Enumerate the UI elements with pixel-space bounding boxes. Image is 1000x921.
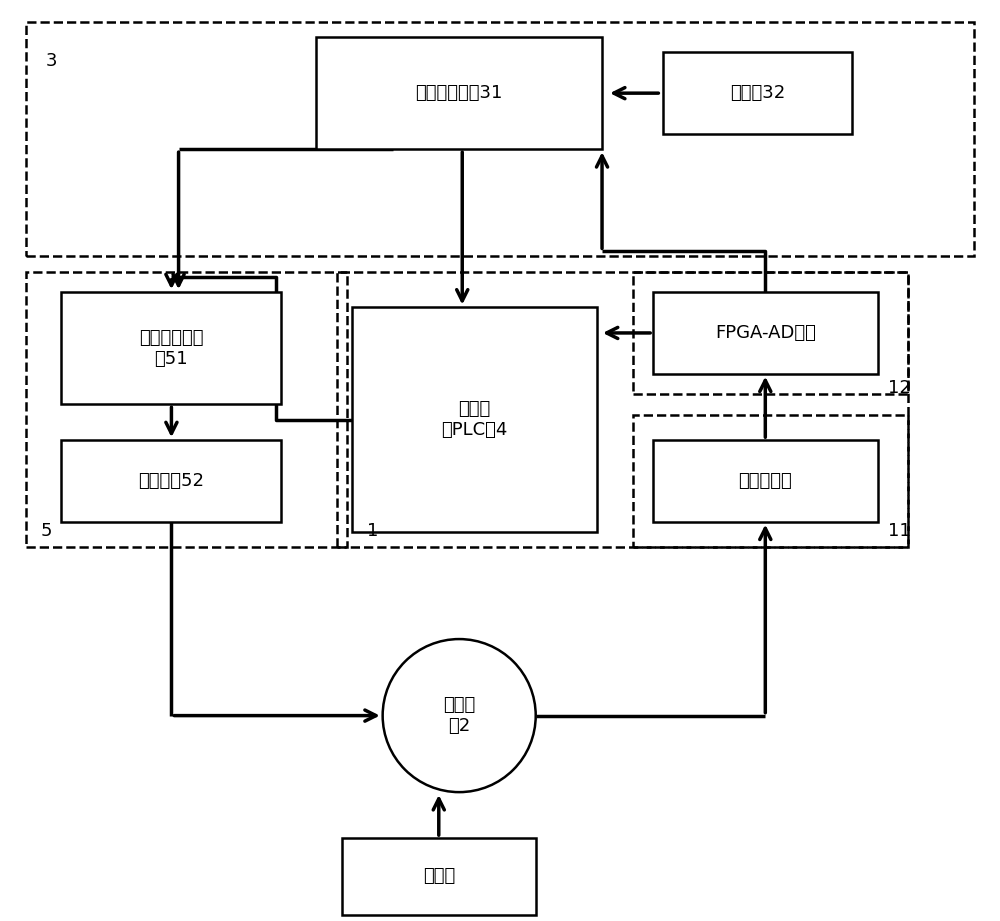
- Bar: [26, 22, 974, 256]
- Bar: [663, 52, 852, 134]
- Text: 5: 5: [41, 521, 52, 540]
- Bar: [61, 292, 281, 404]
- Text: 12: 12: [888, 379, 911, 397]
- Text: 辐照膜: 辐照膜: [423, 868, 455, 885]
- Text: 11: 11: [888, 521, 911, 540]
- Circle shape: [383, 639, 536, 792]
- Text: 束流探测器: 束流探测器: [738, 472, 792, 490]
- Bar: [316, 37, 602, 149]
- Text: 卷膜机
（PLC）4: 卷膜机 （PLC）4: [441, 401, 508, 439]
- Bar: [633, 272, 908, 394]
- Bar: [61, 440, 281, 521]
- Text: 数据处理模块31: 数据处理模块31: [415, 84, 503, 102]
- Bar: [653, 292, 878, 374]
- Text: 3: 3: [46, 52, 57, 70]
- Text: FPGA-AD采集: FPGA-AD采集: [715, 324, 816, 342]
- Bar: [342, 838, 536, 915]
- Bar: [633, 414, 908, 547]
- Text: 数据库32: 数据库32: [730, 84, 785, 102]
- Bar: [26, 272, 347, 547]
- Text: 1: 1: [367, 521, 379, 540]
- Text: 矫正电子学模
块51: 矫正电子学模 块51: [139, 329, 203, 367]
- Text: 束流装
置2: 束流装 置2: [443, 696, 475, 735]
- Text: 扫描电源52: 扫描电源52: [138, 472, 204, 490]
- Bar: [352, 308, 597, 532]
- Bar: [337, 272, 908, 547]
- Bar: [653, 440, 878, 521]
